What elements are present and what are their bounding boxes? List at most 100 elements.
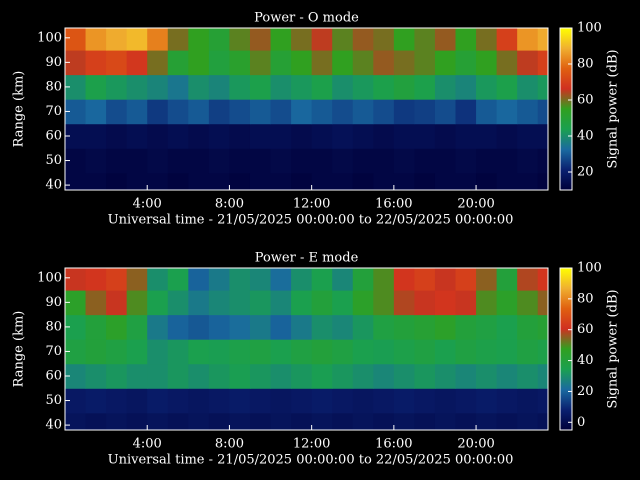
cell [208,50,230,76]
cell [208,268,230,291]
cell [126,123,148,149]
cell [291,50,313,76]
cell [537,148,548,174]
cell [311,50,333,76]
cell [126,314,148,340]
colorbar-tick-label: 100 [577,21,602,36]
cell [65,148,87,174]
cell [537,74,548,100]
cell [65,268,87,291]
cell [126,290,148,316]
cell [414,314,436,340]
cell [188,268,210,291]
cell [270,74,292,100]
cell [167,99,189,125]
cell [85,290,107,316]
cell [455,148,477,174]
cell [373,268,395,291]
cell [106,314,128,340]
x-tick-label: 16:00 [375,437,412,452]
cell [167,268,189,291]
colorbar-tick-label: 20 [577,165,594,180]
cell [476,50,498,76]
cell [106,412,128,430]
cell [249,74,272,100]
cell [517,268,539,291]
cell [332,123,354,149]
cell [496,148,518,174]
cell [229,148,251,174]
cell [496,99,518,125]
cell [291,28,313,51]
cell [147,268,169,291]
cell [517,314,539,340]
cell [208,412,230,430]
cell [352,314,374,340]
cell [208,123,230,149]
cell [414,412,436,430]
cell [249,268,272,291]
chart-title: Power - E mode [255,251,359,266]
cell [517,50,539,76]
cell [167,123,189,149]
cell [496,339,518,365]
cell [537,339,548,365]
cell [517,74,539,100]
cell [311,123,333,149]
colorbar-tick-label: 60 [577,93,594,108]
cell [270,99,292,125]
cell [393,28,415,51]
cell [229,388,251,414]
cell [311,148,333,174]
cell [537,363,548,389]
cell [332,172,354,190]
cell [393,363,415,389]
cell [85,388,107,414]
cell [517,412,539,430]
cell [147,99,169,125]
x-tick-label: 12:00 [293,437,330,452]
cell [332,148,354,174]
cell [249,388,272,414]
y-tick-label: 90 [45,295,62,310]
cell [208,148,230,174]
y-tick-label: 90 [45,55,62,70]
colorbar [559,27,573,191]
cell [434,412,457,430]
cell [188,172,210,190]
cell [455,268,477,291]
cell [352,412,374,430]
x-axis-label: Universal time - 21/05/2025 00:00:00 to … [108,453,514,468]
cell [311,339,333,365]
cell [455,74,477,100]
cell [517,123,539,149]
cell [65,28,87,51]
cell [496,363,518,389]
cell [270,339,292,365]
cell [208,99,230,125]
cell [167,172,189,190]
colorbar-tick-label: 80 [577,57,594,72]
cell [106,290,128,316]
cell [352,290,374,316]
cell [126,50,148,76]
colorbar-tick-label: 40 [577,129,594,144]
cell [249,99,272,125]
cell [147,172,169,190]
cell [517,99,539,125]
cell [270,412,292,430]
cell [291,314,313,340]
cell [414,290,436,316]
cell [311,74,333,100]
cell [167,339,189,365]
y-axis-label: Range (km) [12,311,27,388]
cell [332,50,354,76]
cell [434,50,457,76]
cell [311,172,333,190]
cell [393,74,415,100]
cell [147,412,169,430]
cell [414,388,436,414]
cell [311,388,333,414]
cell [414,74,436,100]
colorbar-tick-label: 40 [577,353,594,368]
